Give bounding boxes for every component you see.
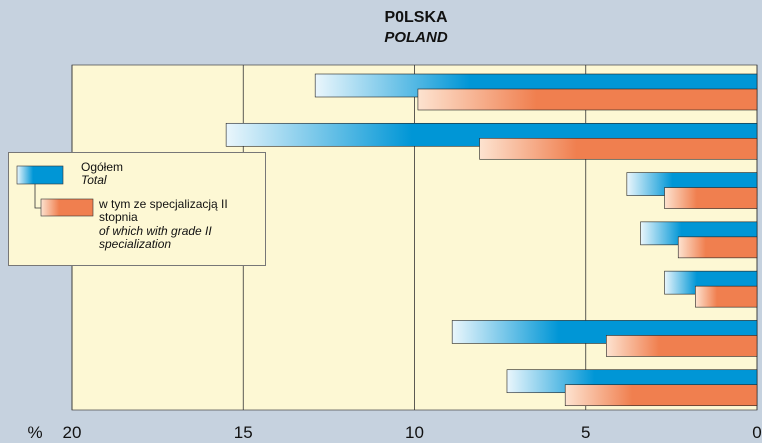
legend-connector bbox=[35, 184, 41, 208]
x-tick-label: 15 bbox=[234, 423, 253, 442]
page: P0LSKA POLAND % 20 15 10 5 0 Ogółem Total w … bbox=[0, 0, 762, 443]
bar bbox=[480, 138, 757, 159]
legend-label: of which with grade II specialization bbox=[99, 225, 229, 251]
chart-title: P0LSKA bbox=[384, 9, 448, 26]
chart-subtitle: POLAND bbox=[384, 29, 448, 46]
x-tick-label: 20 bbox=[63, 423, 82, 442]
bar bbox=[565, 385, 757, 406]
x-tick-label: 0 bbox=[752, 423, 761, 442]
bar bbox=[678, 237, 757, 258]
x-tick-label: 10 bbox=[405, 423, 424, 442]
bar bbox=[418, 89, 757, 110]
bar bbox=[695, 286, 757, 307]
legend-swatch bbox=[17, 166, 63, 184]
bar bbox=[606, 335, 757, 356]
legend: Ogółem Total w tym ze specjalizacją II s… bbox=[8, 152, 266, 266]
bar bbox=[665, 188, 757, 209]
legend-label: w tym ze specjalizacją II stopnia bbox=[99, 198, 244, 224]
legend-swatch bbox=[41, 199, 93, 216]
x-tick-label: 5 bbox=[581, 423, 590, 442]
legend-label: Total bbox=[81, 174, 107, 187]
x-axis-label: % bbox=[27, 423, 42, 442]
